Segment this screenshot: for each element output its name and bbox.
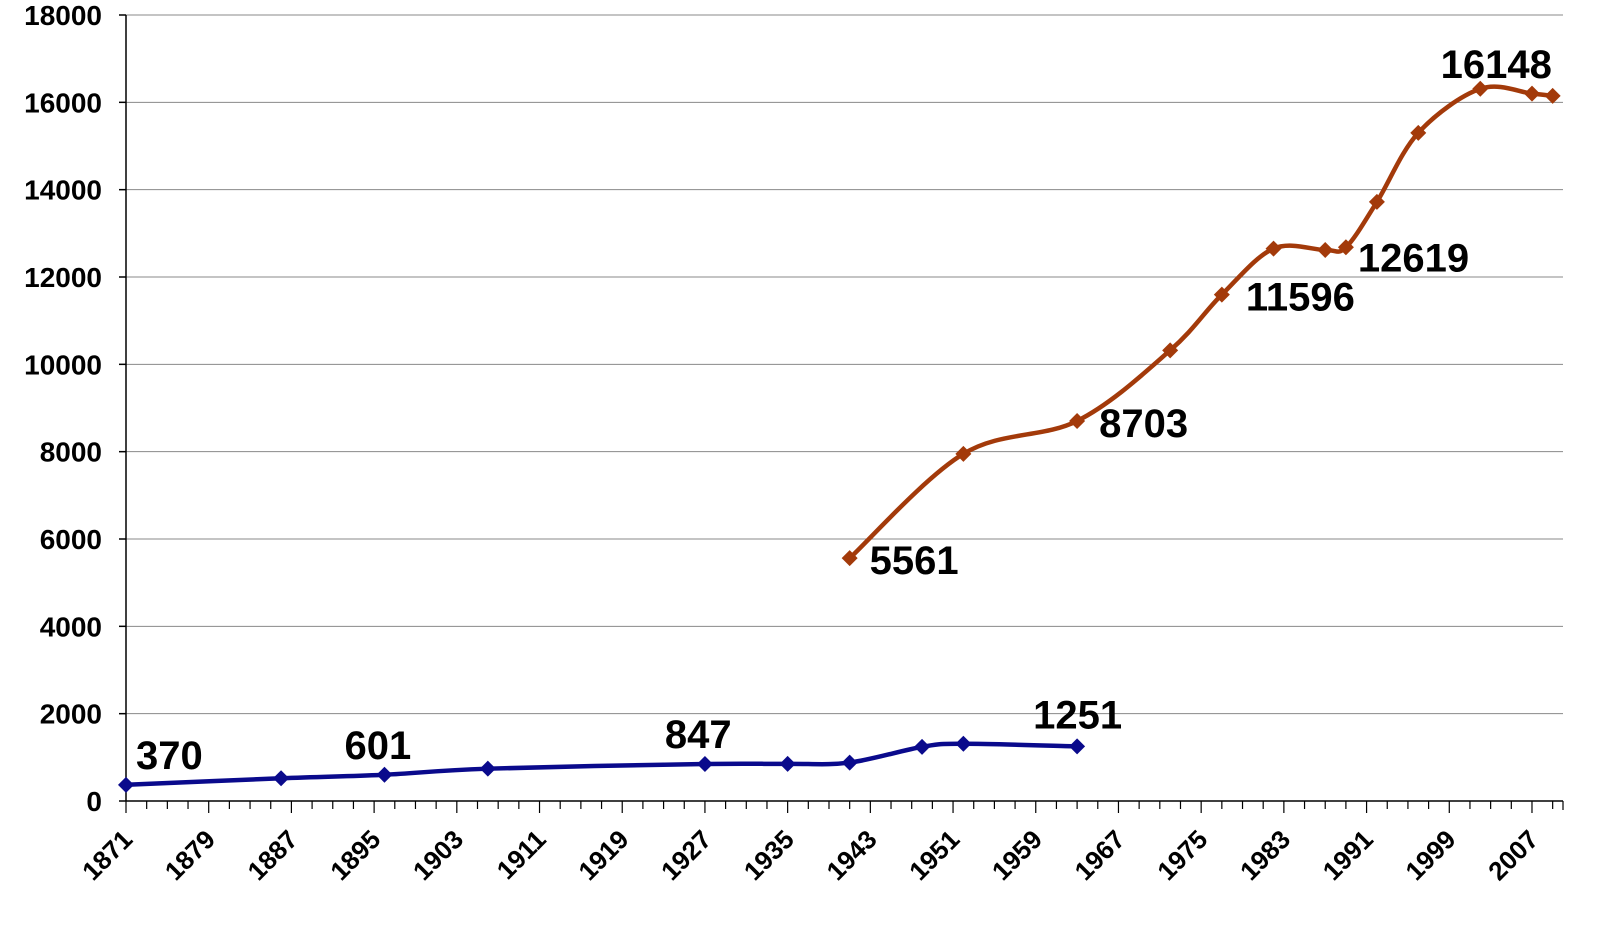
x-tick-label: 1959 (986, 824, 1048, 886)
data-point-marker (1265, 240, 1282, 257)
y-tick-label: 18000 (24, 0, 102, 31)
x-tick-label: 1927 (655, 824, 717, 886)
x-tick-label: 1935 (738, 824, 800, 886)
data-point-marker (376, 766, 393, 783)
data-point-marker (696, 756, 713, 773)
y-tick-label: 12000 (24, 262, 102, 293)
data-label: 5561 (870, 539, 959, 583)
x-tick-label: 1895 (324, 824, 386, 886)
y-tick-label: 14000 (24, 175, 102, 206)
y-axis-tick-labels: 0 2000 4000 6000 8000 10000 12000 14000 16000 180… (24, 0, 102, 817)
y-tick-label: 8000 (40, 437, 102, 468)
data-point-marker (1544, 87, 1561, 104)
data-label: 8703 (1099, 402, 1188, 446)
data-point-marker (1337, 239, 1354, 256)
axes (119, 14, 1564, 813)
x-tick-label: 1991 (1317, 824, 1379, 886)
data-point-marker (779, 755, 796, 772)
data-point-marker (1162, 342, 1179, 359)
x-tick-label: 1879 (159, 824, 221, 886)
x-tick-label: 1943 (820, 824, 882, 886)
x-tick-label: 1967 (1069, 824, 1131, 886)
data-label: 11596 (1246, 276, 1355, 320)
data-label: 601 (344, 724, 411, 768)
x-tick-label: 1975 (1151, 824, 1213, 886)
y-tick-label: 4000 (40, 611, 102, 642)
data-label: 12619 (1358, 236, 1469, 280)
series-group (118, 80, 1561, 793)
y-tick-label: 0 (86, 786, 102, 817)
data-label: 370 (136, 734, 203, 778)
x-tick-label: 1871 (76, 824, 138, 886)
data-point-marker (1317, 241, 1334, 258)
data-point-marker (1523, 85, 1540, 102)
series-line-1 (848, 84, 1553, 560)
data-point-marker (1069, 738, 1086, 755)
y-tick-label: 2000 (40, 699, 102, 730)
data-label: 1251 (1033, 693, 1122, 737)
x-tick-label: 1951 (903, 824, 965, 886)
x-tick-label: 2007 (1482, 824, 1544, 886)
x-tick-label: 1911 (491, 824, 552, 885)
x-axis-tick-labels: 1871 1879 1887 1895 1903 1911 1919 1927 1935 1943… (76, 824, 1544, 886)
y-tick-label: 6000 (40, 524, 102, 555)
data-point-marker (273, 770, 290, 787)
data-point-marker (1472, 80, 1489, 97)
x-tick-label: 1919 (572, 824, 634, 886)
data-point-marker (479, 760, 496, 777)
data-point-marker (955, 735, 972, 752)
data-point-marker (914, 738, 931, 755)
y-tick-label: 16000 (24, 87, 102, 118)
gridlines (126, 14, 1563, 715)
x-tick-label: 1887 (242, 824, 304, 886)
data-point-marker (841, 550, 858, 567)
data-point-marker (1069, 412, 1086, 429)
x-tick-label: 1903 (407, 824, 469, 886)
data-point-marker (841, 754, 858, 771)
x-tick-label: 1983 (1234, 824, 1296, 886)
y-tick-label: 10000 (24, 349, 102, 380)
x-tick-label: 1999 (1399, 824, 1461, 886)
data-point-marker (1368, 193, 1385, 210)
data-label: 847 (665, 713, 732, 757)
data-point-marker (1213, 286, 1230, 303)
data-point-marker (1410, 124, 1427, 141)
data-point-marker (955, 445, 972, 462)
data-point-marker (118, 776, 134, 793)
data-label: 16148 (1441, 43, 1552, 87)
series-line-0 (125, 741, 1078, 788)
